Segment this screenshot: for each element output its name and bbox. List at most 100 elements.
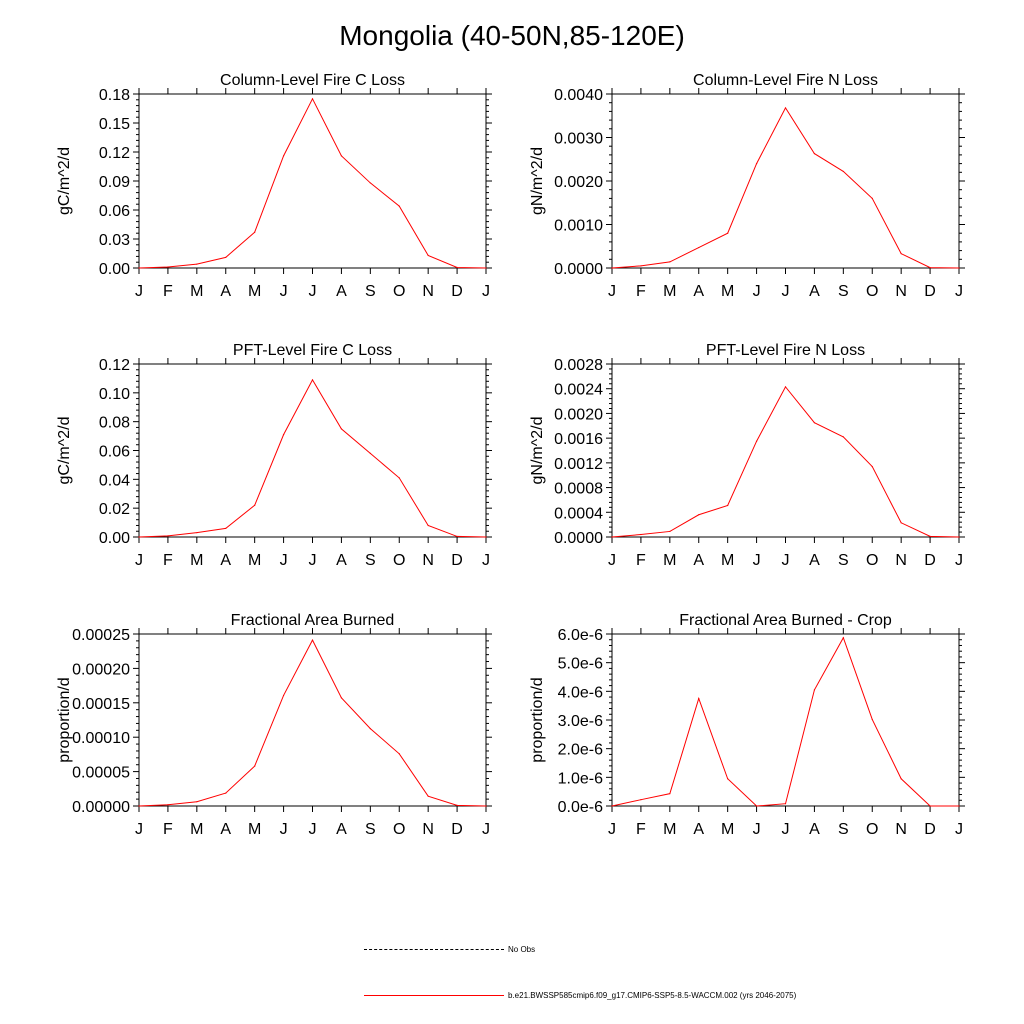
- series-line: [138, 639, 487, 807]
- y-tick-label: 0.15: [99, 116, 130, 133]
- y-tick-label: 5.0e-6: [558, 656, 603, 673]
- x-tick-label: F: [636, 283, 646, 300]
- data-point: [167, 266, 169, 268]
- x-tick-label: S: [838, 552, 849, 569]
- data-point: [842, 436, 844, 438]
- y-axis-label: proportion/d: [529, 677, 546, 762]
- data-point: [485, 267, 487, 269]
- x-tick-label: D: [924, 283, 936, 300]
- x-tick-label: N: [422, 283, 434, 300]
- data-point: [398, 205, 400, 207]
- x-tick-label: O: [866, 821, 878, 838]
- y-tick-label: 0.0016: [554, 431, 603, 448]
- x-tick-label: J: [482, 821, 490, 838]
- x-tick-label: F: [636, 552, 646, 569]
- data-point: [340, 697, 343, 699]
- legend-obs: No Obs: [364, 942, 535, 956]
- x-tick-label: S: [365, 552, 376, 569]
- x-tick-label: A: [693, 552, 704, 569]
- x-tick-label: J: [608, 552, 616, 569]
- x-tick-label: O: [393, 283, 405, 300]
- chart-panel-1: Column-Level Fire C Loss gC/m^2/d 0.00 0.03…: [56, 72, 492, 300]
- x-tick-label: M: [663, 552, 676, 569]
- data-point: [138, 267, 140, 269]
- x-tick-label: F: [163, 821, 173, 838]
- x-tick-label: M: [248, 283, 261, 300]
- data-point: [196, 263, 198, 265]
- legend-model-label: b.e21.BWSSP585cmip6.f09_g17.CMIP6-SSP5-8…: [508, 990, 797, 1000]
- chart-panel-5: Fractional Area Burned proportion/d 0.0000…: [56, 612, 492, 838]
- data-point: [456, 266, 458, 269]
- data-point: [755, 163, 758, 165]
- x-tick-label: A: [336, 821, 347, 838]
- legend-model: b.e21.BWSSP585cmip6.f09_g17.CMIP6-SSP5-8…: [364, 988, 796, 1002]
- x-tick-label: J: [482, 552, 490, 569]
- y-tick-label: 0.0008: [554, 481, 603, 498]
- y-tick-label: 0.12: [99, 357, 130, 374]
- plot-frame: [611, 363, 960, 538]
- y-tick-label: 0.0e-6: [558, 799, 603, 816]
- data-point: [611, 536, 613, 538]
- plot-frame: [611, 93, 960, 269]
- data-point: [784, 803, 787, 805]
- y-tick-label: 0.12: [99, 145, 130, 162]
- series-line: [611, 106, 960, 269]
- data-point: [871, 718, 873, 721]
- y-axis-label: gN/m^2/d: [529, 147, 546, 215]
- data-point: [254, 504, 256, 506]
- x-tick-label: O: [393, 821, 405, 838]
- x-tick-label: A: [693, 283, 704, 300]
- data-point: [755, 805, 758, 807]
- legend-obs-swatch: [364, 948, 504, 950]
- data-point: [698, 514, 700, 516]
- x-tick-label: N: [422, 552, 434, 569]
- x-tick-label: J: [753, 283, 761, 300]
- legend-obs-label: No Obs: [508, 944, 536, 954]
- x-tick-label: M: [248, 552, 261, 569]
- data-point: [311, 379, 314, 381]
- x-tick-label: N: [895, 552, 907, 569]
- y-tick-label: 0.00025: [72, 627, 130, 644]
- x-tick-label: J: [135, 283, 143, 300]
- x-tick-label: M: [190, 283, 203, 300]
- data-point: [813, 422, 816, 424]
- y-tick-label: 0.0000: [554, 530, 603, 547]
- x-tick-label: S: [365, 283, 376, 300]
- panel-title: Fractional Area Burned: [231, 612, 395, 629]
- data-point: [485, 805, 487, 807]
- figure-title: Mongolia (40-50N,85-120E): [339, 20, 685, 51]
- data-point: [138, 805, 140, 807]
- data-point: [727, 232, 729, 234]
- data-point: [871, 465, 873, 468]
- x-tick-label: D: [451, 283, 463, 300]
- data-point: [727, 778, 729, 780]
- data-point: [369, 182, 371, 184]
- data-point: [254, 231, 256, 233]
- chart-panel-6: Fractional Area Burned - Crop proportion/…: [529, 612, 965, 838]
- y-tick-label: 0.00000: [72, 799, 130, 816]
- y-tick-label: 1.0e-6: [558, 770, 603, 787]
- panel-title: Fractional Area Burned - Crop: [679, 612, 892, 629]
- data-point: [871, 197, 873, 199]
- data-point: [842, 170, 844, 173]
- data-point: [813, 689, 816, 691]
- data-point: [640, 533, 642, 536]
- y-tick-label: 0.09: [99, 174, 130, 191]
- y-tick-label: 0.0040: [554, 87, 603, 104]
- x-tick-label: A: [220, 821, 231, 838]
- y-tick-label: 0.06: [99, 444, 130, 461]
- x-tick-label: N: [422, 821, 434, 838]
- data-point: [427, 795, 429, 797]
- x-tick-label: A: [809, 552, 820, 569]
- x-tick-label: M: [663, 821, 676, 838]
- y-tick-label: 0.00005: [72, 765, 130, 782]
- y-tick-label: 0.00: [99, 261, 130, 278]
- data-point: [196, 801, 198, 803]
- x-tick-label: O: [866, 283, 878, 300]
- x-tick-label: J: [782, 821, 790, 838]
- legend-model-swatch: [364, 994, 504, 996]
- x-tick-label: J: [280, 552, 288, 569]
- x-tick-label: J: [309, 283, 317, 300]
- x-tick-label: J: [482, 283, 490, 300]
- plot-frame: [138, 93, 487, 269]
